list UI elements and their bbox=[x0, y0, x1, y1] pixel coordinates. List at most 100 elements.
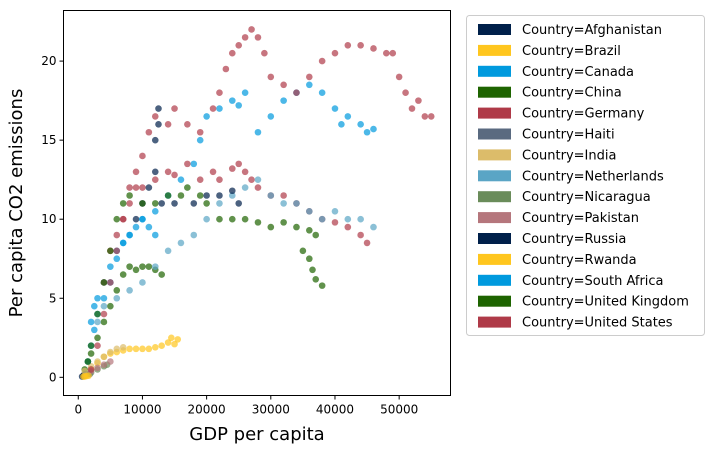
data-point bbox=[331, 49, 339, 57]
data-point bbox=[216, 200, 223, 207]
data-point bbox=[132, 223, 140, 231]
data-point bbox=[196, 128, 204, 136]
data-point bbox=[254, 34, 262, 41]
data-point bbox=[190, 231, 198, 239]
data-point bbox=[357, 231, 364, 239]
data-point bbox=[145, 263, 153, 270]
data-point bbox=[228, 49, 236, 57]
data-point bbox=[171, 105, 178, 112]
data-point bbox=[415, 97, 422, 104]
data-point bbox=[216, 215, 223, 223]
series-china bbox=[81, 263, 165, 373]
legend-label: Country=Canada bbox=[522, 65, 634, 80]
legend-label: Country=Germany bbox=[522, 107, 645, 122]
data-point bbox=[228, 165, 236, 172]
legend-label: Country=Afghanistan bbox=[522, 23, 662, 38]
data-point bbox=[139, 345, 146, 353]
legend-entry: Country=Afghanistan bbox=[478, 23, 662, 38]
legend-swatch bbox=[478, 44, 511, 56]
plot-frame bbox=[63, 10, 451, 396]
data-point bbox=[132, 266, 140, 274]
data-point bbox=[280, 97, 287, 104]
legend-label: Country=Russia bbox=[522, 232, 626, 247]
data-point bbox=[91, 302, 98, 310]
data-point bbox=[151, 113, 159, 120]
data-point bbox=[126, 287, 133, 294]
data-point bbox=[164, 121, 172, 128]
data-point bbox=[100, 318, 108, 326]
data-point bbox=[184, 121, 191, 128]
data-point bbox=[184, 184, 191, 191]
data-point bbox=[228, 192, 236, 199]
data-point bbox=[132, 345, 140, 353]
data-point bbox=[383, 49, 390, 57]
data-point bbox=[139, 215, 146, 223]
data-point bbox=[119, 215, 127, 223]
data-point bbox=[299, 247, 307, 255]
data-point bbox=[228, 187, 236, 195]
data-point bbox=[113, 231, 121, 239]
data-point bbox=[228, 215, 236, 223]
series-rwanda bbox=[80, 372, 92, 380]
legend-swatch bbox=[478, 212, 511, 224]
legend-entry: Country=China bbox=[478, 86, 622, 101]
data-point bbox=[293, 200, 300, 207]
data-point bbox=[107, 302, 114, 310]
data-point bbox=[306, 81, 313, 89]
legend-swatch bbox=[478, 65, 511, 77]
data-point bbox=[344, 215, 352, 223]
data-point bbox=[254, 176, 262, 183]
data-point bbox=[395, 73, 403, 81]
data-point bbox=[113, 345, 121, 353]
data-point bbox=[228, 97, 236, 104]
data-point bbox=[203, 113, 210, 120]
data-point bbox=[113, 294, 121, 302]
legend-label: Country=Netherlands bbox=[522, 169, 664, 184]
legend-entry: Country=Nicaragua bbox=[478, 190, 651, 205]
data-point bbox=[306, 73, 313, 81]
data-point bbox=[139, 184, 146, 191]
legend-label: Country=South Africa bbox=[522, 274, 664, 289]
legend: Country=Afghanistan Country=Brazil Country… bbox=[466, 15, 705, 336]
legend-entry: Country=United States bbox=[478, 316, 673, 331]
data-point bbox=[235, 102, 243, 109]
data-point bbox=[293, 89, 300, 97]
data-point bbox=[107, 348, 114, 356]
data-point bbox=[107, 247, 114, 255]
data-point bbox=[408, 105, 416, 112]
legend-entry: Country=Canada bbox=[478, 65, 634, 80]
data-point bbox=[248, 26, 255, 33]
data-point bbox=[94, 358, 101, 365]
data-point bbox=[267, 73, 275, 81]
data-point bbox=[94, 294, 101, 302]
series-united-states bbox=[87, 26, 435, 373]
data-point bbox=[267, 113, 275, 120]
data-point bbox=[139, 279, 146, 286]
data-point bbox=[139, 200, 146, 207]
y-tick-label: 10 bbox=[41, 212, 56, 226]
data-point bbox=[87, 350, 95, 357]
data-point bbox=[155, 121, 162, 128]
data-point bbox=[113, 215, 121, 223]
data-point bbox=[87, 366, 95, 373]
data-point bbox=[241, 89, 249, 97]
data-point bbox=[151, 263, 159, 270]
data-point bbox=[318, 282, 326, 289]
data-point bbox=[126, 263, 133, 270]
legend-swatch bbox=[478, 170, 511, 182]
data-point bbox=[331, 219, 339, 226]
data-point bbox=[119, 239, 127, 247]
data-point bbox=[113, 247, 121, 255]
data-point bbox=[344, 41, 352, 49]
data-point bbox=[389, 49, 397, 57]
x-tick-label: 20000 bbox=[188, 403, 226, 417]
data-point bbox=[293, 223, 300, 231]
legend-swatch bbox=[478, 128, 511, 140]
data-point bbox=[171, 171, 178, 179]
data-point bbox=[145, 223, 153, 231]
data-point bbox=[209, 168, 217, 176]
x-axis-ticks: 0 10000 20000 30000 40000 50000 bbox=[74, 395, 418, 417]
data-point bbox=[280, 200, 287, 207]
data-point bbox=[338, 121, 345, 128]
